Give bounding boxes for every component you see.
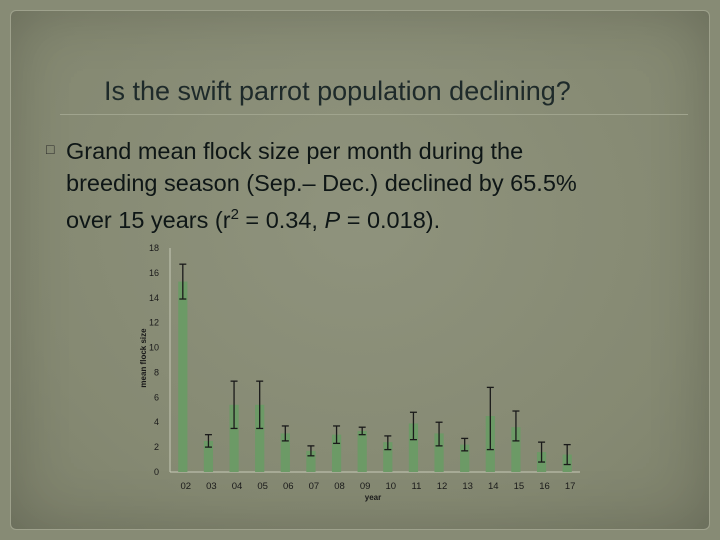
y-tick-label: 6 <box>154 392 159 402</box>
title-divider <box>60 114 688 115</box>
x-tick-label: 15 <box>514 481 525 492</box>
x-tick-label: 16 <box>539 481 550 492</box>
stat-r-value: = 0.34, <box>238 206 325 233</box>
x-tick-label: 04 <box>232 481 243 492</box>
bar <box>408 423 419 472</box>
bar <box>331 434 342 472</box>
x-tick-label: 03 <box>206 481 217 492</box>
bar <box>280 433 290 472</box>
bar <box>255 404 265 472</box>
stat-r-label: over 15 years (r <box>66 206 231 233</box>
x-tick-label: 12 <box>437 481 448 492</box>
bar <box>434 433 444 472</box>
x-tick-label: 08 <box>334 481 345 492</box>
y-tick-label: 16 <box>149 268 159 278</box>
y-tick-label: 12 <box>149 318 159 328</box>
bar <box>203 440 214 472</box>
bar <box>460 444 470 472</box>
stat-r-superscript: 2 <box>230 206 239 223</box>
x-tick-label: 14 <box>488 481 499 492</box>
slide-title: Is the swift parrot population declining… <box>104 76 571 106</box>
bullet-square-icon: □ <box>46 141 55 157</box>
x-tick-label: 02 <box>181 481 192 492</box>
x-tick-label: 05 <box>257 481 268 492</box>
stat-p-value: = 0.018). <box>340 206 441 233</box>
x-tick-label: 13 <box>462 481 473 492</box>
x-tick-label: 07 <box>309 481 320 492</box>
y-tick-label: 4 <box>154 417 159 427</box>
bullet-line-2: breeding season (Sep.– Dec.) declined by… <box>66 170 577 196</box>
bar <box>511 427 521 472</box>
stat-p-label: P <box>324 206 341 233</box>
bullet-text: Grand mean flock size per month during t… <box>66 135 706 236</box>
bar <box>357 430 367 472</box>
y-axis-label: mean flock size <box>139 328 148 388</box>
x-tick-label: 06 <box>283 481 294 492</box>
bar <box>178 281 188 472</box>
bar <box>306 450 316 472</box>
y-tick-label: 14 <box>149 293 159 303</box>
y-tick-label: 18 <box>149 243 159 253</box>
y-tick-label: 8 <box>154 367 159 377</box>
bar <box>229 404 239 472</box>
bar <box>383 442 393 472</box>
x-tick-label: 10 <box>386 481 397 492</box>
bullet-line-1: Grand mean flock size per month during t… <box>66 138 524 164</box>
x-tick-label: 17 <box>565 481 576 492</box>
x-axis-label: year <box>365 493 381 502</box>
x-tick-label: 11 <box>412 481 422 492</box>
y-tick-label: 10 <box>149 343 159 353</box>
y-tick-label: 2 <box>154 442 159 452</box>
bullet-line-3: over 15 years (r2 = 0.34, P = 0.018). <box>66 199 706 236</box>
x-tick-label: 09 <box>360 481 371 492</box>
y-tick-label: 0 <box>154 467 159 477</box>
